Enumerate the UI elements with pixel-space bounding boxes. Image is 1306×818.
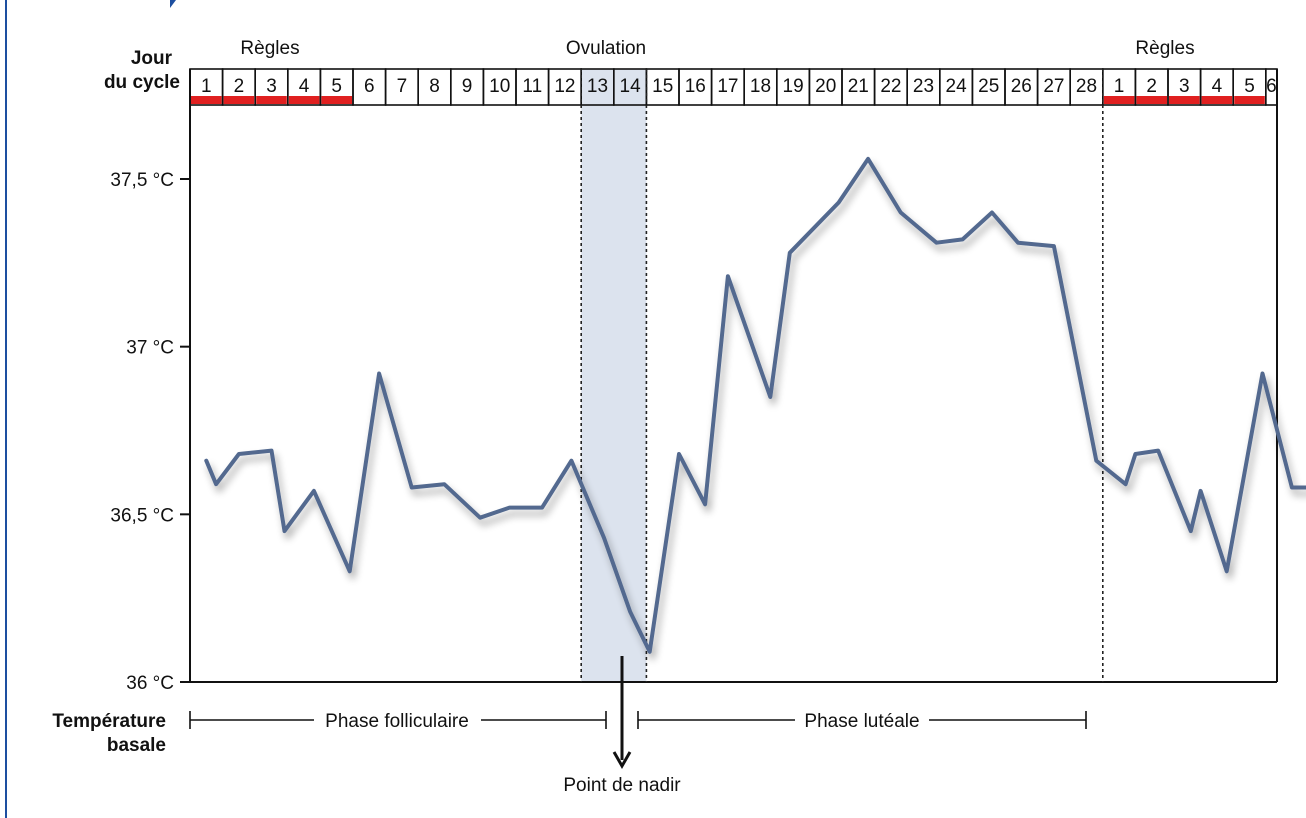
day-number: 28 bbox=[1076, 76, 1097, 97]
ovulation-label: Ovulation bbox=[566, 38, 646, 59]
day-number: 1 bbox=[201, 76, 212, 97]
y-tick-label: 36,5 °C bbox=[110, 505, 174, 526]
day-cells bbox=[189, 68, 1278, 106]
day-number: 2 bbox=[1146, 76, 1157, 97]
day-number: 5 bbox=[331, 76, 342, 97]
period-marker bbox=[191, 96, 222, 104]
day-number: 9 bbox=[462, 76, 473, 97]
chart-frame bbox=[180, 69, 1278, 683]
day-number: 14 bbox=[620, 76, 642, 97]
regles-left-label: Règles bbox=[240, 38, 299, 59]
day-number: 17 bbox=[717, 76, 738, 97]
day-number: 8 bbox=[429, 76, 440, 97]
day-number: 11 bbox=[522, 76, 542, 97]
day-number: 4 bbox=[1212, 76, 1223, 97]
day-number: 26 bbox=[1011, 76, 1032, 97]
y-axis-ticks: 36 °C 36,5 °C 37 °C 37,5 °C bbox=[110, 170, 190, 694]
day-number: 24 bbox=[946, 76, 968, 97]
day-number: 2 bbox=[234, 76, 245, 97]
phase-brackets bbox=[189, 711, 1087, 729]
heading-fragment bbox=[170, 0, 176, 8]
y-tick-label: 36 °C bbox=[126, 673, 174, 694]
day-number: 6 bbox=[1266, 76, 1277, 97]
period-marker bbox=[1201, 96, 1233, 104]
day-number: 25 bbox=[978, 76, 999, 97]
day-number: 16 bbox=[685, 76, 706, 97]
day-number: 21 bbox=[848, 76, 869, 97]
day-number: 1 bbox=[1114, 76, 1125, 97]
period-marker bbox=[256, 96, 287, 104]
temperature-series bbox=[204, 156, 1306, 654]
nadir-arrow bbox=[612, 656, 632, 770]
day-number: 15 bbox=[652, 76, 673, 97]
period-marker bbox=[1169, 96, 1200, 104]
phase-follicular-label: Phase folliculaire bbox=[325, 711, 469, 732]
nadir-label: Point de nadir bbox=[563, 775, 681, 796]
day-number: 5 bbox=[1244, 76, 1255, 97]
day-number: 4 bbox=[299, 76, 310, 97]
day-numbers: 1 2 3 4 5 6 7 8 9 10 11 12 13 14 15 16 17 18 19 20 21 22 23 24 2… bbox=[201, 76, 1277, 97]
ovulation-band bbox=[581, 69, 647, 682]
phase-luteal-label: Phase lutéale bbox=[804, 711, 919, 732]
day-number: 27 bbox=[1043, 76, 1064, 97]
period-markers bbox=[191, 96, 1265, 104]
day-number: 6 bbox=[364, 76, 375, 97]
day-number: 12 bbox=[554, 76, 575, 97]
nadir-arrow-head bbox=[612, 751, 632, 770]
period-marker bbox=[223, 96, 255, 104]
day-number: 7 bbox=[397, 76, 408, 97]
period-marker bbox=[1234, 96, 1265, 104]
day-number: 3 bbox=[1179, 76, 1190, 97]
temperature-label-line1: Température bbox=[52, 711, 166, 732]
day-number: 10 bbox=[489, 76, 510, 97]
day-number: 3 bbox=[266, 76, 277, 97]
period-marker bbox=[1136, 96, 1167, 104]
period-marker bbox=[321, 96, 352, 104]
dotted-guides bbox=[580, 69, 1104, 682]
period-marker bbox=[1103, 96, 1135, 104]
day-number: 23 bbox=[913, 76, 934, 97]
period-marker bbox=[288, 96, 320, 104]
day-number: 19 bbox=[783, 76, 804, 97]
day-number: 18 bbox=[750, 76, 771, 97]
y-tick-label: 37 °C bbox=[126, 338, 174, 359]
y-tick-label: 37,5 °C bbox=[110, 170, 174, 191]
day-number: 13 bbox=[587, 76, 608, 97]
temperature-line bbox=[204, 156, 1306, 654]
du-cycle-label: du cycle bbox=[104, 72, 180, 93]
day-number: 22 bbox=[880, 76, 901, 97]
temperature-label-line2: basale bbox=[107, 735, 166, 756]
regles-right-label: Règles bbox=[1135, 38, 1194, 59]
jour-label: Jour bbox=[131, 48, 173, 69]
day-number: 20 bbox=[815, 76, 836, 97]
